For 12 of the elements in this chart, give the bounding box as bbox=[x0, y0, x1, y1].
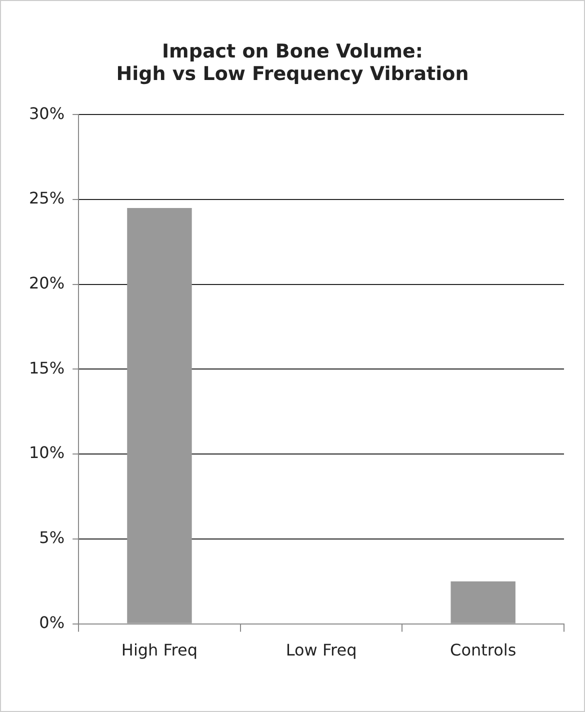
y-tick-label: 0% bbox=[39, 612, 65, 632]
y-tick-label: 5% bbox=[39, 528, 65, 548]
x-tick-label: Low Freq bbox=[286, 640, 357, 660]
y-tick-label: 20% bbox=[29, 273, 65, 292]
text: Impact on Bone Volume: bbox=[162, 40, 424, 62]
y-tick-label: 25% bbox=[29, 188, 65, 208]
x-tick-label: High Freq bbox=[121, 640, 198, 660]
x-tick-label: Controls bbox=[450, 640, 516, 660]
y-tick-label: 15% bbox=[29, 358, 65, 378]
y-tick-label: 10% bbox=[29, 443, 65, 462]
text: High vs Low Frequency Vibration bbox=[116, 63, 469, 86]
y-tick-label: 30% bbox=[29, 104, 65, 123]
